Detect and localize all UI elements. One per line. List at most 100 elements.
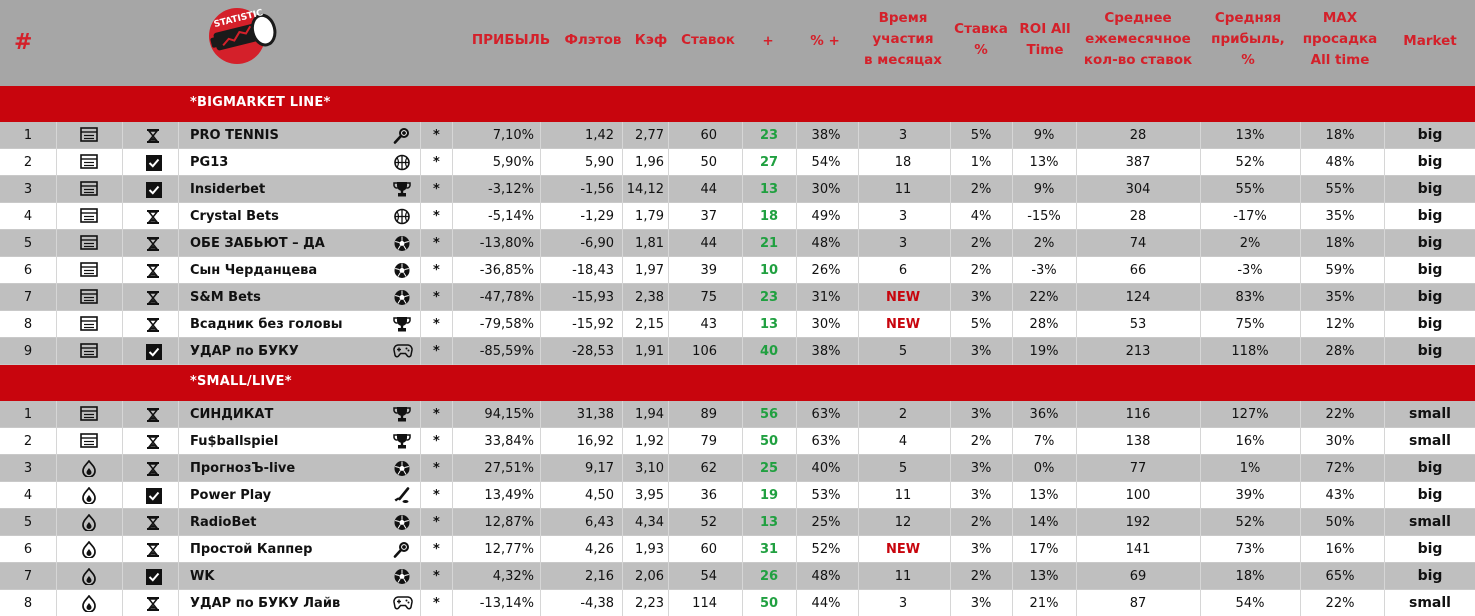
tipster-name[interactable]: RadioBet bbox=[190, 515, 257, 530]
tipster-name[interactable]: Сын Черданцева bbox=[190, 263, 318, 278]
market-value: big bbox=[1417, 181, 1443, 197]
hourglass-icon bbox=[146, 542, 160, 558]
table-row[interactable]: 3 ПрогнозЪ-live * 27,51% 9,17 3,10 62 25 40% 5 3% 0… bbox=[0, 455, 1475, 482]
market-value: big bbox=[1417, 487, 1443, 503]
table-row[interactable]: 9 УДАР по БУКУ * -85,59% -28,53 1,91 106 40 38% 5… bbox=[0, 338, 1475, 365]
avg-profit-value: 54% bbox=[1235, 596, 1265, 611]
monitor-icon bbox=[80, 289, 98, 305]
win-percent-value: 63% bbox=[811, 407, 841, 422]
kef-value: 2,38 bbox=[635, 290, 664, 305]
table-row[interactable]: 5 RadioBet * 12,87% 6,43 4,34 52 13 25% 12 2% 14% 19… bbox=[0, 509, 1475, 536]
tipster-name[interactable]: ПрогнозЪ-live bbox=[190, 461, 296, 476]
col-bets: Ставок bbox=[681, 32, 735, 48]
statistic-logo: STATISTIC bbox=[206, 4, 282, 66]
wins-value: 18 bbox=[759, 209, 779, 224]
table-row[interactable]: 8 Всадник без головы * -79,58% -15,92 2,15 43 1… bbox=[0, 311, 1475, 338]
table-row[interactable]: 1 СИНДИКАТ * 94,15% 31,38 1,94 89 56 63% 2 3% 36% 11… bbox=[0, 401, 1475, 428]
win-percent-value: 30% bbox=[811, 182, 841, 197]
football-icon bbox=[393, 514, 411, 531]
flats-value: -1,29 bbox=[580, 209, 614, 224]
win-percent-value: 30% bbox=[811, 317, 841, 332]
tipster-name[interactable]: Insiderbet bbox=[190, 182, 266, 197]
hockey-icon bbox=[393, 487, 411, 504]
header-hash: # bbox=[14, 30, 33, 55]
col-roi: ROI All Time bbox=[1019, 21, 1071, 58]
avg-profit-value: 52% bbox=[1235, 155, 1265, 170]
market-value: big bbox=[1417, 208, 1443, 224]
tipster-name[interactable]: Простой Каппер bbox=[190, 542, 313, 557]
tipster-name[interactable]: Всадник без головы bbox=[190, 317, 343, 332]
table-row[interactable]: 8 УДАР по БУКУ Лайв * -13,14% -4,38 2,23 114 50… bbox=[0, 590, 1475, 616]
avg-bets-value: 304 bbox=[1125, 182, 1151, 197]
row-star: * bbox=[433, 155, 440, 170]
profit-value: 33,84% bbox=[484, 434, 534, 449]
kef-value: 3,95 bbox=[635, 488, 664, 503]
monitor-icon bbox=[80, 406, 98, 422]
section-title: *SMALL/LIVE* bbox=[190, 374, 292, 389]
row-number: 5 bbox=[23, 236, 33, 251]
avg-bets-value: 116 bbox=[1125, 407, 1151, 422]
hourglass-icon bbox=[146, 209, 160, 225]
kef-value: 3,10 bbox=[635, 461, 664, 476]
row-number: 1 bbox=[23, 407, 33, 422]
time-months-value: 11 bbox=[894, 569, 912, 584]
table-row[interactable]: 5 ОБЕ ЗАБЬЮТ – ДА * -13,80% -6,90 1,81 44 21 48%… bbox=[0, 230, 1475, 257]
stake-percent-value: 4% bbox=[970, 209, 992, 224]
time-months-value: 4 bbox=[898, 434, 908, 449]
table-row[interactable]: 1 PRO TENNIS * 7,10% 1,42 2,77 60 23 38% 3 5% 9% 28 1… bbox=[0, 122, 1475, 149]
table-row[interactable]: 7 WK * 4,32% 2,16 2,06 54 26 48% 11 2% 13% 69 18% 65% b… bbox=[0, 563, 1475, 590]
kef-value: 1,97 bbox=[635, 263, 664, 278]
table-row[interactable]: 6 Сын Черданцева * -36,85% -18,43 1,97 39 10 26%… bbox=[0, 257, 1475, 284]
tipster-name[interactable]: PG13 bbox=[190, 155, 229, 170]
tipster-name[interactable]: СИНДИКАТ bbox=[190, 407, 274, 422]
wins-value: 13 bbox=[759, 182, 779, 197]
max-drawdown-value: 30% bbox=[1325, 434, 1355, 449]
table-row[interactable]: 6 Простой Каппер * 12,77% 4,26 1,93 60 31 52% NEW… bbox=[0, 536, 1475, 563]
tipster-name[interactable]: WK bbox=[190, 569, 215, 584]
avg-profit-value: 52% bbox=[1235, 515, 1265, 530]
row-star: * bbox=[433, 263, 440, 278]
avg-profit-value: 83% bbox=[1235, 290, 1265, 305]
wins-value: 25 bbox=[759, 461, 779, 476]
kef-value: 4,34 bbox=[635, 515, 664, 530]
tipster-name[interactable]: Fu$ballspiel bbox=[190, 434, 279, 449]
tipster-name[interactable]: Power Play bbox=[190, 488, 272, 503]
avg-profit-value: 1% bbox=[1239, 461, 1261, 476]
bets-value: 44 bbox=[700, 236, 717, 251]
profit-value: -36,85% bbox=[479, 263, 534, 278]
tipster-name[interactable]: УДАР по БУКУ Лайв bbox=[190, 596, 341, 611]
tipster-name[interactable]: Crystal Bets bbox=[190, 209, 279, 224]
tipster-name[interactable]: ОБЕ ЗАБЬЮТ – ДА bbox=[190, 236, 325, 251]
table-row[interactable]: 7 S&M Bets * -47,78% -15,93 2,38 75 23 31% NEW 3% 2… bbox=[0, 284, 1475, 311]
bets-value: 52 bbox=[700, 515, 717, 530]
tipster-name[interactable]: PRO TENNIS bbox=[190, 128, 279, 143]
table-row[interactable]: 2 PG13 * 5,90% 5,90 1,96 50 27 54% 18 1% 13% 387 52% 4… bbox=[0, 149, 1475, 176]
stake-percent-value: 3% bbox=[970, 542, 992, 557]
time-months-value: 11 bbox=[894, 488, 912, 503]
roi-value: 28% bbox=[1029, 317, 1059, 332]
gamepad-icon bbox=[393, 343, 413, 358]
stake-percent-value: 3% bbox=[970, 344, 992, 359]
row-number: 6 bbox=[23, 263, 33, 278]
tipster-name[interactable]: S&M Bets bbox=[190, 290, 261, 305]
market-value: big bbox=[1417, 460, 1443, 476]
avg-profit-value: 127% bbox=[1231, 407, 1269, 422]
max-drawdown-value: 43% bbox=[1325, 488, 1355, 503]
max-drawdown-value: 12% bbox=[1325, 317, 1355, 332]
wins-value: 26 bbox=[759, 569, 779, 584]
table-row[interactable]: 4 Power Play * 13,49% 4,50 3,95 36 19 53% 11 3% 13%… bbox=[0, 482, 1475, 509]
profit-value: -13,14% bbox=[479, 596, 534, 611]
row-number: 5 bbox=[23, 515, 33, 530]
flats-value: 4,26 bbox=[585, 542, 614, 557]
table-row[interactable]: 2 Fu$ballspiel * 33,84% 16,92 1,92 79 50 63% 4 2% 7… bbox=[0, 428, 1475, 455]
avg-profit-value: 2% bbox=[1239, 236, 1261, 251]
time-months-value: 6 bbox=[898, 263, 908, 278]
table-row[interactable]: 3 Insiderbet * -3,12% -1,56 14,12 44 13 30% 11 2% 9… bbox=[0, 176, 1475, 203]
hourglass-icon bbox=[146, 290, 160, 306]
row-number: 6 bbox=[23, 542, 33, 557]
kef-value: 14,12 bbox=[626, 182, 664, 197]
table-row[interactable]: 4 Crystal Bets * -5,14% -1,29 1,79 37 18 49% 3 4% -… bbox=[0, 203, 1475, 230]
tipster-name[interactable]: УДАР по БУКУ bbox=[190, 344, 299, 359]
flame-icon bbox=[80, 460, 98, 477]
roi-value: 0% bbox=[1033, 461, 1055, 476]
